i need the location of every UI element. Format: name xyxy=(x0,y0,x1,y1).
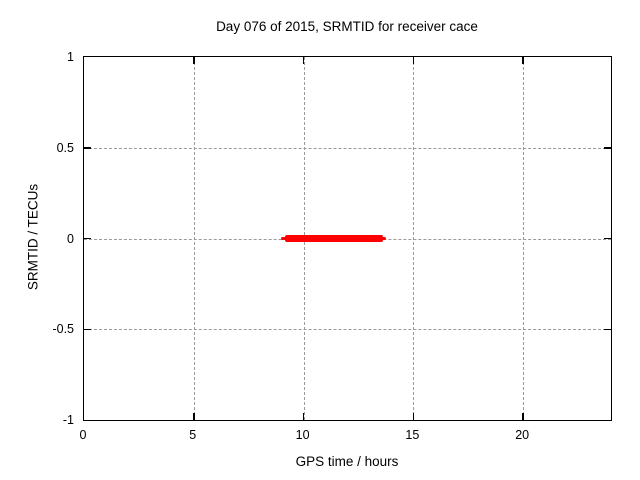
x-tick-mark-top xyxy=(302,57,305,64)
y-tick-label: 0 xyxy=(67,231,74,246)
x-tick-mark-bottom xyxy=(412,413,415,420)
x-tick-mark-top xyxy=(412,57,415,64)
x-tick-label: 10 xyxy=(295,428,310,442)
x-axis-label: GPS time / hours xyxy=(295,454,399,469)
y-tick-label: -1 xyxy=(62,413,74,427)
y-tick-mark-right xyxy=(604,237,611,240)
y-tick-mark-right xyxy=(604,328,611,330)
grid-horizontal xyxy=(84,147,611,149)
x-tick-mark-top xyxy=(193,57,195,64)
x-tick-mark-bottom xyxy=(193,413,195,420)
chart-title: Day 076 of 2015, SRMTID for receiver cac… xyxy=(216,19,478,34)
x-tick-mark-bottom xyxy=(302,413,305,420)
y-tick-mark-left xyxy=(84,237,91,240)
y-tick-mark-right xyxy=(604,147,611,149)
y-tick-mark-left xyxy=(84,328,91,330)
plot-area xyxy=(83,56,612,421)
x-tick-mark-bottom xyxy=(522,413,524,420)
grid-horizontal xyxy=(84,329,611,331)
x-tick-mark-top xyxy=(522,57,524,64)
y-tick-label: -0.5 xyxy=(52,322,74,337)
x-tick-label: 5 xyxy=(189,428,197,442)
x-tick-label: 0 xyxy=(79,428,87,442)
x-tick-label: 15 xyxy=(405,428,420,442)
y-axis-label: SRMTID / TECUs xyxy=(25,183,41,291)
srmtid-line-segment xyxy=(284,235,383,242)
y-tick-mark-left xyxy=(84,147,91,149)
y-tick-label: 0.5 xyxy=(56,140,74,155)
y-tick-label: 1 xyxy=(67,50,74,64)
x-tick-label: 20 xyxy=(515,428,530,442)
